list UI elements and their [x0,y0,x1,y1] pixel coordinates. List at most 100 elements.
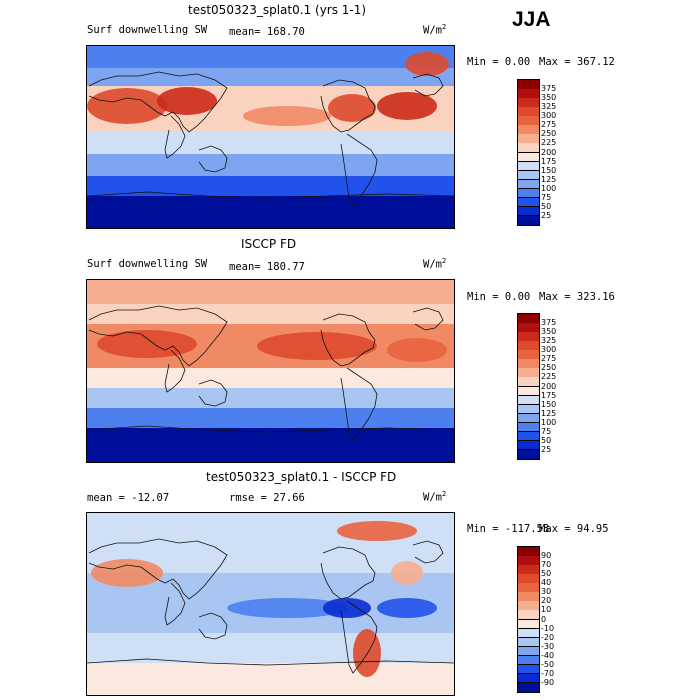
colorbar-tick-label: 375 [541,318,557,328]
colorbar-tick-label: 75 [541,192,552,202]
coastline [320,79,376,133]
colorbar-swatch [518,215,539,226]
colorbar-tick-label: 25 [541,210,552,220]
field-label: Surf downwelling SW [87,24,208,36]
map-anomaly [391,561,423,585]
colorbar-tick-label: -40 [541,650,555,660]
max-label: Max = 94.95 [539,523,609,535]
colorbar-tick-label: -10 [541,623,555,633]
map-anomaly [243,106,331,126]
map-band [87,132,454,154]
coastline [88,538,228,600]
panel-title: ISCCP FD [241,237,297,251]
coastline [320,313,376,367]
panel-title: test050323_splat0.1 (yrs 1-1) [188,3,367,17]
colorbar-tick-label: 350 [541,93,557,103]
coastline [412,73,444,97]
colorbar-tick-label: 175 [541,390,557,400]
colorbar-tick-label: 90 [541,551,552,561]
coastline [164,582,186,626]
colorbar-tick-label: 200 [541,147,557,157]
colorbar-tick-label: 225 [541,138,557,148]
rmse-label: rmse = 27.66 [229,492,305,504]
colorbar-tick-label: 250 [541,129,557,139]
map-band [87,154,454,176]
map-field [87,513,454,695]
map-anomaly [227,598,347,618]
coastline [412,307,444,331]
map-field [87,46,454,228]
mean-diff-label: mean = -12.07 [87,492,170,504]
map-anomaly [405,52,449,76]
map-band [87,304,454,324]
min-label: Min = 0.00 [467,291,531,303]
colorbar-tick-label: 275 [541,354,557,364]
colorbar-tick-label: 375 [541,84,557,94]
map-band [87,663,454,695]
season-label: JJA [512,8,551,31]
map-anomaly [97,330,197,358]
map-anomaly [257,332,377,360]
coastline [164,115,186,159]
map-band [87,388,454,408]
map-band [87,428,454,462]
colorbar-tick-label: 25 [541,444,552,454]
colorbar-tick-label: 325 [541,102,557,112]
map-anomaly [377,598,437,618]
map-band [87,408,454,428]
coastline [198,612,228,640]
map-anomaly [91,559,163,587]
min-label: Min = -117.58 [467,523,550,535]
map-band [87,68,454,86]
coastline [340,367,378,441]
coastline [198,379,228,407]
colorbar-tick-label: 10 [541,605,552,615]
colorbar-swatch [518,682,539,693]
colorbar-tick-label: 30 [541,587,552,597]
map-field [87,280,454,462]
coastline [320,546,376,600]
coastline [88,71,228,133]
map-anomaly [87,88,167,124]
colorbar-tick-label: 100 [541,417,557,427]
coastline [87,191,454,199]
coastline [87,425,454,433]
colorbar-swatch [518,449,539,460]
colorbar-tick-label: 40 [541,578,552,588]
colorbar-tick-label: 70 [541,560,552,570]
coastline [164,349,186,393]
colorbar-tick-label: 150 [541,399,557,409]
coastline [340,600,378,674]
colorbar-tick-label: -50 [541,659,555,669]
units-label: W/m2 [423,257,447,271]
colorbar-tick-label: 0 [541,614,547,624]
colorbar-tick-label: 300 [541,111,557,121]
coastline [88,305,228,367]
map-band [87,176,454,196]
colorbar-tick-label: 50 [541,569,552,579]
colorbar-tick-label: 300 [541,345,557,355]
model-map [86,45,455,229]
coastline [340,133,378,207]
field-label: Surf downwelling SW [87,258,208,270]
map-anomaly [377,92,437,120]
colorbar-tick-label: 350 [541,327,557,337]
colorbar-tick-label: 125 [541,174,557,184]
colorbar: 375 350 325 300 275 250 225 200 175 150 125 100 75 50… [517,313,556,460]
max-label: Max = 367.12 [539,56,615,68]
colorbar: 90 70 50 40 30 20 10 0 -10 -20 -30 -40 -50 -70 -90 [517,546,554,693]
map-anomaly [323,598,371,618]
colorbar-tick-label: -20 [541,632,555,642]
map-anomaly [337,521,417,541]
colorbar-tick-label: 50 [541,435,552,445]
colorbar-tick-label: -70 [541,668,555,678]
colorbar-tick-label: 325 [541,336,557,346]
map-band [87,196,454,228]
mean-label: mean= 168.70 [229,26,305,38]
colorbar: 375 350 325 300 275 250 225 200 175 150 125 100 75 50… [517,79,556,226]
panel-title: test050323_splat0.1 - ISCCP FD [206,470,397,484]
colorbar-tick-label: -30 [541,641,555,651]
units-label: W/m2 [423,23,447,37]
map-anomaly [157,87,217,115]
colorbar-tick-label: 200 [541,381,557,391]
